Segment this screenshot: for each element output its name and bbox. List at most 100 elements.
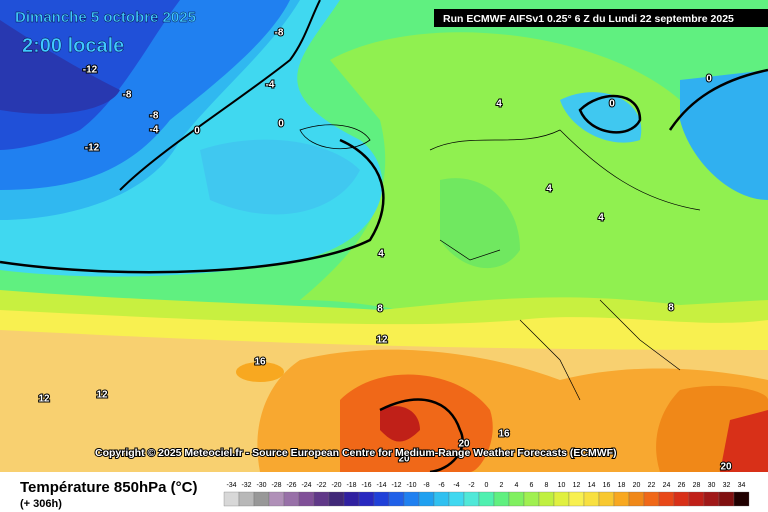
contour-label: -12: [85, 143, 100, 154]
contour-label: 20: [398, 454, 410, 465]
contour-label: 12: [38, 394, 50, 405]
scale-swatch: [628, 491, 645, 507]
scale-swatch: [433, 491, 450, 507]
scale-tick-label: -20: [331, 482, 341, 489]
scale-swatch: [643, 491, 660, 507]
scale-tick-label: 2: [500, 482, 504, 489]
scale-tick-label: -10: [406, 482, 416, 489]
scale-tick-label: 20: [633, 482, 641, 489]
contour-label: 4: [378, 249, 384, 260]
scale-tick-label: -8: [423, 482, 429, 489]
scale-tick-label: 14: [588, 482, 596, 489]
contour-label: -8: [123, 90, 132, 101]
time: 2:00 locale: [22, 35, 124, 57]
scale-swatch: [583, 491, 600, 507]
scale-tick-label: 16: [603, 482, 611, 489]
scale-tick-label: 12: [573, 482, 581, 489]
contour-label: -4: [150, 125, 159, 136]
scale-swatch: [493, 491, 510, 507]
scale-swatch: [508, 491, 525, 507]
scale-tick-label: 28: [693, 482, 701, 489]
scale-tick-label: 26: [678, 482, 686, 489]
contour-label: -4: [266, 80, 275, 91]
scale-swatch: [688, 491, 705, 507]
scale-tick-label: 0: [485, 482, 489, 489]
scale-tick-label: 6: [530, 482, 534, 489]
contour-label: 20: [458, 439, 470, 450]
scale-swatch: [223, 491, 240, 507]
scale-swatch: [328, 491, 345, 507]
scale-tick-label: 4: [515, 482, 519, 489]
scale-swatch: [673, 491, 690, 507]
scale-tick-label: -18: [346, 482, 356, 489]
scale-tick-label: -14: [376, 482, 386, 489]
contour-label: 4: [496, 99, 502, 110]
scale-tick-label: 22: [648, 482, 656, 489]
scale-tick-label: -26: [286, 482, 296, 489]
scale-tick-label: 8: [545, 482, 549, 489]
scale-swatch: [268, 491, 285, 507]
scale-tick-label: -6: [438, 482, 444, 489]
scale-tick-label: -16: [361, 482, 371, 489]
date: Dimanche 5 octobre 2025: [15, 9, 196, 26]
contour-label: 12: [96, 390, 108, 401]
forecast-lead: (+ 306h): [20, 498, 62, 510]
scale-tick-label: -2: [468, 482, 474, 489]
scale-tick-label: 10: [558, 482, 566, 489]
scale-swatch: [238, 491, 255, 507]
run-box: [434, 9, 768, 27]
contour-label: 16: [254, 357, 266, 368]
scale-swatch: [418, 491, 435, 507]
scale-swatch: [388, 491, 405, 507]
scale-swatch: [313, 491, 330, 507]
scale-swatch: [523, 491, 540, 507]
scale-tick-label: 24: [663, 482, 671, 489]
contour-label: -8: [275, 28, 284, 39]
scale-tick-label: -22: [316, 482, 326, 489]
scale-swatch: [733, 491, 750, 507]
contour-label: 0: [278, 119, 284, 130]
scale-swatch: [253, 491, 270, 507]
scale-tick-label: -34: [226, 482, 236, 489]
color-scale: -34 -32 -30 -28 -26 -24 -22 -20 -18 -16 -14 -12 -10-…: [223, 482, 750, 507]
scale-swatch: [448, 491, 465, 507]
contour-label: 0: [194, 126, 200, 137]
footer-title: Température 850hPa (°C): [20, 479, 197, 496]
copyright: Copyright © 2025 Meteociel.fr - Source E…: [95, 447, 617, 459]
scale-swatch: [718, 491, 735, 507]
scale-tick-label: 18: [618, 482, 626, 489]
map: [0, 0, 768, 474]
scale-swatch: [373, 491, 390, 507]
scale-swatch: [358, 491, 375, 507]
contour-label: 20: [720, 462, 732, 473]
scale-tick-label: -24: [301, 482, 311, 489]
contour-label: 16: [498, 429, 510, 440]
contour-labels: -8 -12 -8 -4 -8 -4 0 -12 0 4 0 0 4 4 4 8 8 12 16 12 12 16 20 20…: [37, 27, 733, 474]
scale-tick-label: 34: [738, 482, 746, 489]
scale-swatch: [298, 491, 315, 507]
contour-label: -12: [83, 65, 98, 76]
scale-swatch: [283, 491, 300, 507]
contour-label: 0: [609, 99, 615, 110]
scale-swatch: [478, 491, 495, 507]
contour-label: 0: [706, 74, 712, 85]
contour-label: 8: [668, 303, 674, 314]
scale-swatch: [343, 491, 360, 507]
scale-tick-label: -28: [271, 482, 281, 489]
scale-tick-label: 32: [723, 482, 731, 489]
scale-swatch: [613, 491, 630, 507]
contour-label: -8: [150, 111, 159, 122]
scale-tick-label: -4: [453, 482, 459, 489]
contour-label: 12: [376, 335, 388, 346]
contour-label: 4: [546, 184, 552, 195]
scale-tick-label: -12: [391, 482, 401, 489]
contour-label: 4: [598, 213, 604, 224]
scale-swatch: [658, 491, 675, 507]
scale-swatch: [538, 491, 555, 507]
scale-swatch: [553, 491, 570, 507]
scale-tick-label: -30: [256, 482, 266, 489]
scale-swatch: [703, 491, 720, 507]
run-info: Run ECMWF AIFSv1 0.25° 6 Z du Lundi 22 s…: [443, 13, 734, 25]
scale-swatch: [403, 491, 420, 507]
scale-tick-label: -32: [241, 482, 251, 489]
